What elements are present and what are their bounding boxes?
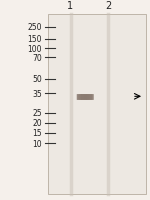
Bar [48, 15, 146, 194]
Text: 10: 10 [32, 139, 42, 148]
Text: 250: 250 [27, 23, 42, 32]
Text: 25: 25 [32, 109, 42, 118]
Text: 15: 15 [32, 128, 42, 137]
Text: 1: 1 [68, 1, 74, 11]
Text: 50: 50 [32, 75, 42, 84]
Text: 2: 2 [105, 1, 111, 11]
Text: 70: 70 [32, 53, 42, 62]
Text: 35: 35 [32, 89, 42, 98]
Text: 20: 20 [32, 119, 42, 128]
Text: 100: 100 [27, 45, 42, 54]
Text: 150: 150 [27, 35, 42, 44]
